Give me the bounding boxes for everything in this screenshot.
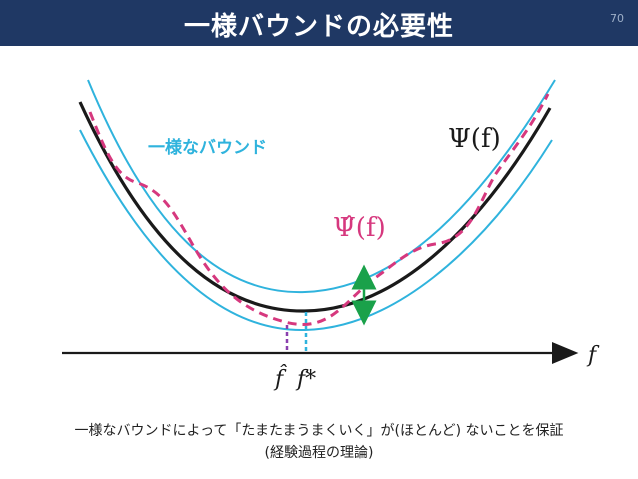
psi-hat-label: Ψ̂(f) (333, 213, 386, 243)
caption-line-1: 一様なバウンドによって「たまたまうまくいく」が(ほとんど) ないことを保証 (74, 423, 564, 439)
lower-bound-curve (79, 129, 553, 332)
slide-title: 一様バウンドの必要性 (183, 12, 454, 42)
x-axis-label: f (586, 343, 600, 368)
title-bar: 一様バウンドの必要性 70 (0, 0, 638, 46)
psi-label: Ψ(f) (448, 124, 501, 154)
bound-diagram: 一様なバウンド Ψ(f) Ψ̂(f) f f̂ f* (62, 79, 600, 392)
caption-line-2: (経験過程の理論) (264, 445, 374, 461)
empirical-risk-curve (88, 93, 550, 326)
f-star-label: f* (295, 367, 316, 392)
upper-bound-curve (87, 79, 556, 294)
caption: 一様なバウンドによって「たまたまうまくいく」が(ほとんど) ないことを保証 (経… (0, 420, 638, 464)
page-number: 70 (610, 12, 624, 25)
f-hat-label: f̂ (273, 365, 288, 392)
band-label: 一様なバウンド (148, 137, 267, 158)
